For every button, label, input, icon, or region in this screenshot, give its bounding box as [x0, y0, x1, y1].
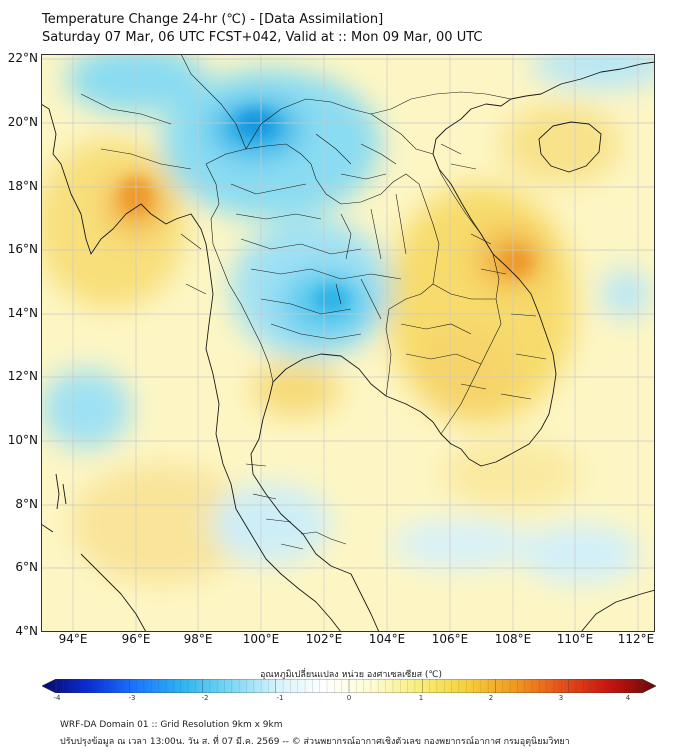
colorbar [42, 679, 656, 693]
coast-hainan [538, 121, 602, 173]
border-china-south [245, 91, 512, 150]
lat-label-4n: 4°N [15, 624, 38, 638]
hot-spot-vietnam [500, 248, 532, 276]
colorbar-tick-label: -1 [276, 694, 284, 702]
province-lines-ne [335, 193, 407, 320]
colorbar-tick-label: 1 [418, 694, 424, 702]
cool-anomaly-se [521, 524, 641, 584]
lon-label-106e: 106°E [431, 632, 469, 646]
lon-label-110e: 110°E [556, 632, 594, 646]
coast-borneo [580, 589, 655, 632]
lat-label-14n: 14°N [7, 306, 38, 320]
lon-label-98e: 98°E [183, 632, 213, 646]
warm-anomaly-southwest [71, 464, 251, 584]
coast-myanmar-west [41, 103, 232, 485]
coast-china-south [510, 61, 655, 100]
colorbar-tick-label: 3 [558, 694, 564, 702]
cool-anomaly-borneo [391, 519, 531, 569]
border-thai-cambodia [385, 283, 434, 397]
warm-anomaly-south [441, 439, 581, 509]
lon-label-108e: 108°E [494, 632, 532, 646]
border-thai-myanmar [205, 163, 274, 383]
coastlines [41, 61, 655, 632]
border-myanmar-china [180, 54, 247, 150]
lon-label-94e: 94°E [58, 632, 88, 646]
lon-label-96e: 96°E [121, 632, 151, 646]
warm-anomaly-gulf [251, 361, 341, 417]
cool-anomaly-northeast [531, 54, 655, 89]
warm-anomaly-hainan [501, 104, 621, 184]
lat-label-8n: 8°N [15, 497, 38, 511]
colorbar-tick-label: -2 [201, 694, 209, 702]
border-thai-laos-north [205, 143, 317, 180]
country-borders [80, 54, 547, 550]
map-subtitle: Saturday 07 Mar, 06 UTC FCST+042, Valid … [42, 30, 483, 45]
colorbar-title: อุณหภูมิเปลี่ยนแปลง หน่วย องศาเซลเซียส (… [260, 670, 443, 680]
coast-cambodia [432, 253, 557, 467]
temperature-change-map [41, 54, 655, 632]
warm-anomaly-cambodia [416, 329, 516, 419]
lat-label-6n: 6°N [15, 560, 38, 574]
lat-label-22n: 22°N [7, 51, 38, 65]
coast-andaman [55, 473, 67, 510]
province-lines-cambodia [400, 323, 487, 390]
cold-spot-north [236, 110, 276, 138]
footer-model-info: WRF-DA Domain 01 :: Grid Resolution 9km … [60, 720, 283, 730]
lon-label-102e: 102°E [305, 632, 343, 646]
coast-peninsula-east [250, 381, 380, 632]
coast-peninsula-west [230, 483, 342, 632]
coast-sumatra [80, 553, 147, 632]
lon-label-112e: 112°E [617, 632, 655, 646]
cold-anomaly-andaman [41, 369, 131, 449]
province-lines-laos [315, 133, 397, 180]
footer-credit: ปรับปรุงข้อมูล ณ เวลา 13:00น. วัน ส. ที่… [60, 737, 570, 747]
cold-spot-central [313, 285, 349, 313]
coast-vietnam-north [432, 98, 512, 255]
lat-label-18n: 18°N [7, 179, 38, 193]
cool-anomaly-spot-east [601, 269, 651, 319]
coast-sumatra-east [41, 523, 54, 533]
colorbar-tick-label: -4 [53, 694, 61, 702]
lat-label-12n: 12°N [7, 369, 38, 383]
lat-label-10n: 10°N [7, 433, 38, 447]
province-lines-myanmar [80, 93, 207, 295]
lat-label-16n: 16°N [7, 242, 38, 256]
lon-label-100e: 100°E [242, 632, 280, 646]
lat-label-20n: 20°N [7, 115, 38, 129]
province-lines-vietnam [440, 143, 547, 400]
temperature-field [41, 54, 655, 584]
province-lines-north [230, 183, 402, 340]
map-border [41, 54, 655, 632]
colorbar-tick-label: -3 [128, 694, 136, 702]
colorbar-tick-label: 2 [488, 694, 494, 702]
border-laos-vietnam [370, 113, 500, 300]
graticule [41, 54, 655, 632]
lon-label-104e: 104°E [368, 632, 406, 646]
colorbar-tick-label: 4 [625, 694, 631, 702]
province-lines-south [245, 463, 304, 550]
map-title: Temperature Change 24-hr (℃) - [Data Ass… [42, 12, 384, 27]
border-cambodia-vietnam [432, 283, 502, 435]
colorbar-tick-label: 0 [346, 694, 352, 702]
border-mekong [315, 173, 440, 285]
cool-anomaly-peninsula [211, 484, 331, 564]
colorbar-tick-marks [55, 679, 643, 693]
coast-gulf-north [272, 353, 434, 423]
border-thai-malaysia [300, 531, 347, 545]
